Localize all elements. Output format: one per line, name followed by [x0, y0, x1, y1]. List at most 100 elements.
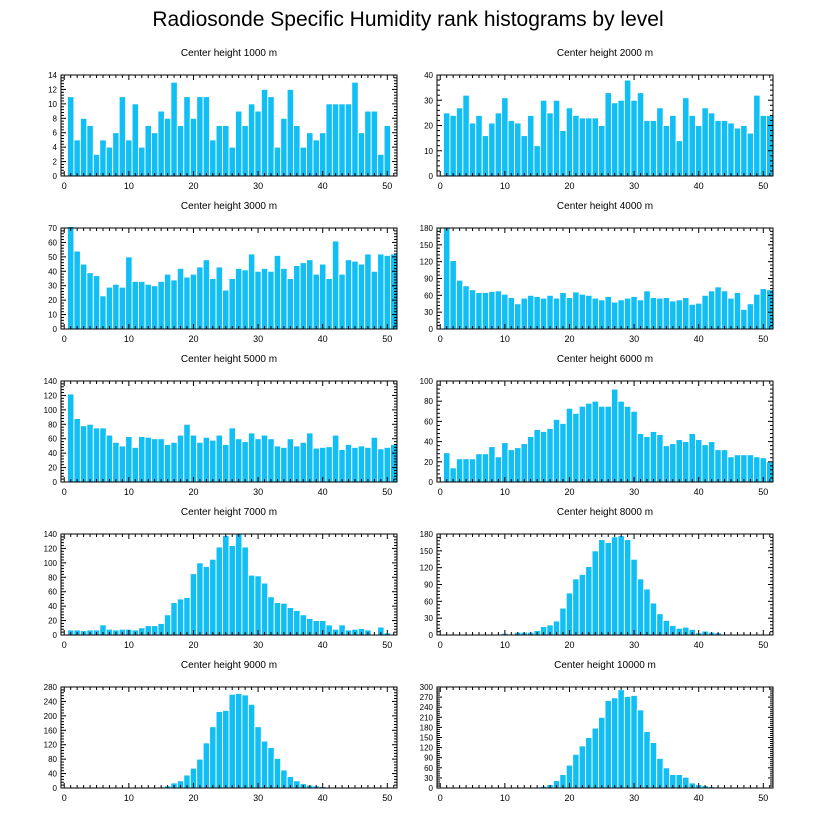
x-tick-label: 30: [629, 334, 639, 344]
histogram-bar: [591, 727, 599, 789]
histogram-bar: [312, 447, 320, 483]
x-tick-label: 30: [629, 640, 639, 650]
histogram-bar: [131, 103, 139, 177]
histogram-bar: [636, 299, 645, 330]
histogram-bar: [189, 573, 198, 636]
x-tick-label: 20: [188, 640, 198, 650]
histogram-bar: [604, 700, 612, 789]
x-tick-label: 40: [318, 181, 328, 191]
histogram-bar: [746, 303, 755, 330]
histogram-panel: Center height 7000 m 0 10 20 30 40 50 0 20 40 60 80…: [44, 507, 398, 650]
y-tick-label: 300: [420, 683, 434, 692]
histogram-bar: [209, 726, 217, 789]
histogram-bar: [241, 125, 249, 177]
histogram-bar: [176, 434, 185, 483]
histogram-bar: [92, 427, 101, 483]
histogram-bar: [578, 573, 587, 636]
x-tick-label: 40: [694, 793, 704, 803]
histogram-bar: [552, 297, 561, 330]
histogram-bar: [565, 407, 574, 483]
histogram-bar: [222, 444, 230, 483]
histogram-bar: [105, 286, 114, 330]
histogram-panel: Center height 10000 m0 10 20 30 40 5003060901…: [420, 660, 774, 803]
y-tick-label: 270: [420, 693, 434, 702]
histogram-bar: [559, 422, 567, 483]
histogram-bar: [241, 441, 249, 483]
panel-title: Center height 8000 m: [557, 507, 653, 518]
histogram-bar: [746, 132, 755, 177]
histogram-bar: [299, 614, 307, 636]
histogram-bar: [623, 79, 632, 177]
histogram-bar: [73, 250, 81, 330]
histogram-bar: [733, 127, 742, 177]
histogram-bar: [254, 270, 262, 330]
histogram-bar: [170, 279, 178, 330]
histogram-bar: [196, 758, 204, 789]
y-tick-label: 10: [48, 100, 57, 109]
histogram-bar: [604, 92, 612, 177]
histogram-bar: [611, 697, 619, 789]
histogram-bar: [636, 433, 645, 483]
y-tick-label: 20: [48, 617, 57, 626]
histogram-bar: [138, 280, 146, 330]
histogram-bar: [163, 614, 172, 636]
x-tick-label: 0: [438, 181, 443, 191]
y-tick-label: 8: [53, 114, 58, 123]
histogram-bar: [675, 140, 683, 177]
histogram-bar: [546, 112, 554, 177]
histogram-bar: [455, 279, 464, 330]
histogram-bar: [241, 546, 249, 636]
histogram-bar: [293, 265, 301, 330]
histogram-bar: [299, 441, 307, 483]
page-title: Radiosonde Specific Humidity rank histog…: [152, 8, 664, 31]
histogram-bar: [105, 146, 114, 177]
y-tick-label: 140: [44, 530, 58, 539]
histogram-bar: [357, 445, 366, 483]
y-tick-label: 120: [420, 744, 434, 753]
histogram-bar: [125, 256, 133, 330]
histogram-bar: [539, 431, 548, 483]
histogram-bar: [138, 146, 146, 177]
histogram-bar: [325, 103, 333, 177]
histogram-bar: [656, 107, 664, 177]
x-tick-label: 40: [694, 181, 704, 191]
histogram-bar: [753, 293, 761, 330]
histogram-bar: [280, 602, 288, 636]
histogram-bar: [163, 444, 172, 483]
histogram-bar: [630, 410, 638, 483]
histogram-bar: [675, 439, 683, 483]
histogram-bar: [617, 99, 625, 177]
y-tick-label: 80: [424, 397, 433, 406]
histogram-bar: [701, 294, 709, 330]
histogram-bar: [215, 711, 223, 789]
histogram-bar: [611, 301, 619, 330]
histogram-bar: [578, 117, 587, 177]
histogram-bar: [604, 405, 612, 483]
x-tick-label: 50: [758, 334, 768, 344]
x-tick-label: 0: [438, 640, 443, 650]
x-tick-label: 20: [188, 181, 198, 191]
histogram-bar: [228, 146, 236, 177]
histogram-bar: [196, 96, 204, 177]
histogram-bar: [235, 267, 243, 330]
histogram-bar: [585, 117, 593, 177]
histogram-bar: [727, 297, 735, 330]
histogram-bar: [267, 596, 275, 636]
histogram-bar: [649, 119, 658, 177]
histogram-bar: [228, 427, 236, 483]
y-tick-label: 20: [424, 458, 433, 467]
histogram-bar: [585, 402, 593, 483]
x-tick-label: 50: [758, 487, 768, 497]
histogram-bar: [260, 582, 269, 636]
histogram-bar: [591, 117, 599, 177]
histogram-bar: [507, 297, 515, 330]
histogram-bar: [662, 445, 671, 483]
histogram-bar: [598, 125, 606, 177]
histogram-bar: [617, 689, 625, 789]
histogram-bar: [501, 293, 509, 330]
histogram-bar: [260, 434, 269, 483]
histogram-bar: [273, 602, 282, 636]
histogram-panel: Center height 4000 m 0 10 20 30 40 50 0 30 60 90 12…: [420, 201, 774, 344]
histogram-bar: [572, 578, 580, 636]
x-tick-label: 50: [382, 181, 392, 191]
